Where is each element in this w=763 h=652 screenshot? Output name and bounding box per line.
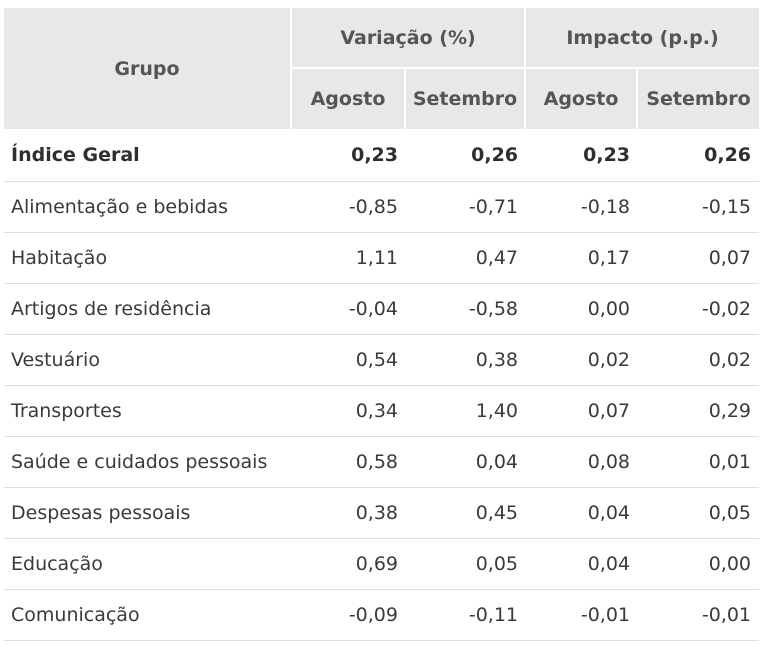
impact-setembro-cell: 0,05 <box>638 488 760 539</box>
impact-agosto-cell: 0,08 <box>526 437 639 488</box>
group-name-cell: Habitação <box>4 233 292 284</box>
variation-setembro-cell: -0,58 <box>406 284 527 335</box>
table-row: Comunicação -0,09 -0,11 -0,01 -0,01 <box>4 590 760 641</box>
table-row: Vestuário 0,54 0,38 0,02 0,02 <box>4 335 760 386</box>
impact-setembro-cell: 0,29 <box>638 386 760 437</box>
impact-setembro-cell: 0,00 <box>638 539 760 590</box>
variation-setembro-cell: 0,04 <box>406 437 527 488</box>
table-row: Alimentação e bebidas -0,85 -0,71 -0,18 -0,1… <box>4 182 760 233</box>
table-row: Habitação 1,11 0,47 0,17 0,07 <box>4 233 760 284</box>
header-row-top: Grupo Variação (%) Impacto (p.p.) <box>4 8 760 129</box>
table-header: Grupo Variação (%) Impacto (p.p.) Agosto… <box>4 8 760 129</box>
group-name-cell: Comunicação <box>4 590 292 641</box>
variation-setembro-cell: 0,47 <box>406 233 527 284</box>
variation-setembro-cell: 0,38 <box>406 335 527 386</box>
group-name-cell: Transportes <box>4 386 292 437</box>
group-name-cell: Índice Geral <box>4 129 292 182</box>
table-row: Saúde e cuidados pessoais 0,58 0,04 0,08 0,0… <box>4 437 760 488</box>
variation-agosto-cell: -0,09 <box>292 590 406 641</box>
table-row: Transportes 0,34 1,40 0,07 0,29 <box>4 386 760 437</box>
ipca-groups-table: Grupo Variação (%) Impacto (p.p.) Agosto… <box>4 8 760 641</box>
variation-setembro-cell: 1,40 <box>406 386 527 437</box>
group-name-cell: Vestuário <box>4 335 292 386</box>
impact-agosto-cell: 0,00 <box>526 284 639 335</box>
impact-setembro-cell: 0,01 <box>638 437 760 488</box>
variation-setembro-cell: 0,45 <box>406 488 527 539</box>
impact-setembro-cell: 0,26 <box>638 129 760 182</box>
impact-agosto-cell: -0,01 <box>526 590 639 641</box>
variation-setembro-cell: -0,11 <box>406 590 527 641</box>
variation-agosto-cell: 0,38 <box>292 488 406 539</box>
impact-setembro-cell: -0,15 <box>638 182 760 233</box>
group-column-header: Grupo <box>4 8 292 129</box>
variation-agosto-cell: 0,34 <box>292 386 406 437</box>
variation-agosto-cell: 0,23 <box>292 129 406 182</box>
variation-agosto-cell: -0,04 <box>292 284 406 335</box>
month-header-impact-agosto: Agosto <box>526 69 639 129</box>
table-row: Despesas pessoais 0,38 0,45 0,04 0,05 <box>4 488 760 539</box>
variation-agosto-cell: 0,54 <box>292 335 406 386</box>
group-name-cell: Saúde e cuidados pessoais <box>4 437 292 488</box>
variation-agosto-cell: -0,85 <box>292 182 406 233</box>
table-row: Artigos de residência -0,04 -0,58 0,00 -0,02 <box>4 284 760 335</box>
impact-agosto-cell: 0,02 <box>526 335 639 386</box>
month-header-impact-setembro: Setembro <box>638 69 760 129</box>
impact-agosto-cell: 0,23 <box>526 129 639 182</box>
group-name-cell: Artigos de residência <box>4 284 292 335</box>
impact-setembro-cell: -0,02 <box>638 284 760 335</box>
impact-agosto-cell: 0,04 <box>526 488 639 539</box>
impact-agosto-cell: 0,07 <box>526 386 639 437</box>
group-name-cell: Alimentação e bebidas <box>4 182 292 233</box>
impact-agosto-cell: 0,04 <box>526 539 639 590</box>
variation-setembro-cell: 0,05 <box>406 539 527 590</box>
impact-agosto-cell: -0,18 <box>526 182 639 233</box>
variation-setembro-cell: 0,26 <box>406 129 527 182</box>
variation-agosto-cell: 0,69 <box>292 539 406 590</box>
impact-setembro-cell: 0,07 <box>638 233 760 284</box>
impact-agosto-cell: 0,17 <box>526 233 639 284</box>
impact-setembro-cell: -0,01 <box>638 590 760 641</box>
table-body: Índice Geral 0,23 0,26 0,23 0,26 Alimentação … <box>4 129 760 641</box>
header-row-months: Agosto Setembro Agosto Setembro <box>4 69 760 129</box>
month-header-variation-setembro: Setembro <box>406 69 527 129</box>
variation-agosto-cell: 1,11 <box>292 233 406 284</box>
impact-column-header: Impacto (p.p.) <box>526 8 760 69</box>
variation-column-header: Variação (%) <box>292 8 527 69</box>
variation-agosto-cell: 0,58 <box>292 437 406 488</box>
group-name-cell: Despesas pessoais <box>4 488 292 539</box>
month-header-variation-agosto: Agosto <box>292 69 406 129</box>
group-name-cell: Educação <box>4 539 292 590</box>
table-row: Educação 0,69 0,05 0,04 0,00 <box>4 539 760 590</box>
table-row-total: Índice Geral 0,23 0,26 0,23 0,26 <box>4 129 760 182</box>
variation-setembro-cell: -0,71 <box>406 182 527 233</box>
impact-setembro-cell: 0,02 <box>638 335 760 386</box>
